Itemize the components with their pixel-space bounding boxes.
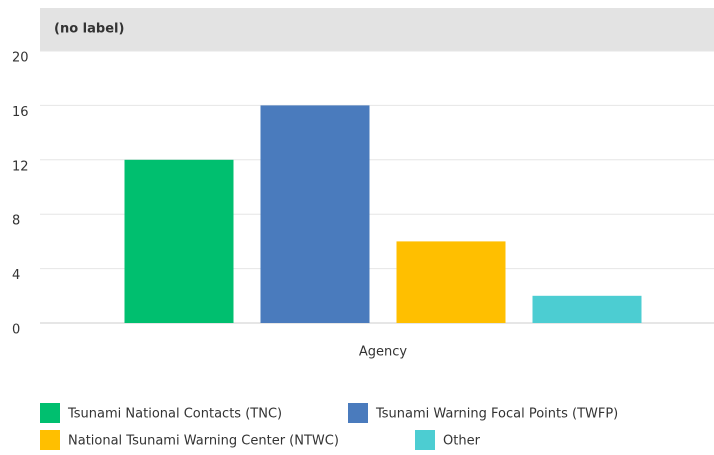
legend-label: Tsunami Warning Focal Points (TWFP) xyxy=(375,407,618,422)
bar xyxy=(532,295,642,323)
bar xyxy=(260,105,370,324)
legend-label: Tsunami National Contacts (TNC) xyxy=(67,407,282,422)
y-tick-label: 16 xyxy=(12,105,29,120)
y-tick-label: 12 xyxy=(12,159,29,174)
y-tick-label: 0 xyxy=(12,323,20,338)
header-band xyxy=(40,8,714,51)
legend-swatch xyxy=(40,430,60,450)
legend-swatch xyxy=(348,403,368,423)
y-tick-label: 4 xyxy=(12,268,20,283)
legend-swatch xyxy=(40,403,60,423)
y-tick-label: 20 xyxy=(12,51,29,66)
chart-title: (no label) xyxy=(54,22,124,37)
legend-swatch xyxy=(415,430,435,450)
x-tick-label: Agency xyxy=(359,345,408,360)
y-tick-label: 8 xyxy=(12,214,20,229)
bar xyxy=(396,241,506,323)
bar xyxy=(124,159,234,323)
legend-label: Other xyxy=(443,434,481,449)
legend-label: National Tsunami Warning Center (NTWC) xyxy=(68,434,339,449)
